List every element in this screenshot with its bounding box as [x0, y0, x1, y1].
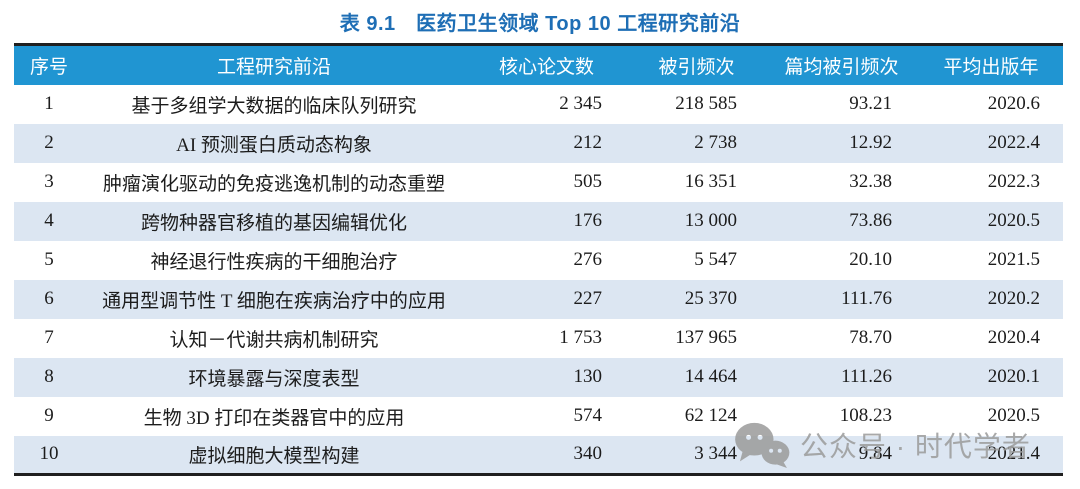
rank-cell: 2	[44, 132, 54, 153]
citations-per-paper-cell: 78.70	[849, 327, 892, 348]
citations-per-paper-cell: 108.23	[839, 405, 892, 426]
research-front-cell: 基于多组学大数据的临床队列研究	[131, 95, 417, 117]
rank-cell: 4	[44, 210, 54, 231]
core-papers-cell: 340	[573, 443, 603, 465]
table-row: 3 肿瘤演化驱动的免疫逃逸机制的动态重塑 505 16 351 32.38 2022.3	[14, 163, 1063, 202]
avg-pub-year-cell: 2021.4	[987, 443, 1040, 465]
table-row: 5 神经退行性疾病的干细胞治疗 276 5 547 20.10 2021.5	[14, 241, 1063, 280]
citations-cell: 2 738	[694, 132, 737, 153]
citations-cell: 25 370	[684, 288, 737, 309]
research-fronts-table: 序号 工程研究前沿 核心论文数 被引频次 篇均被引频次 平均出版年 1 基于多组学…	[14, 43, 1063, 476]
core-papers-cell: 212	[573, 132, 603, 153]
avg-pub-year-cell: 2020.5	[987, 405, 1040, 426]
table-row: 7 认知－代谢共病机制研究 1 753 137 965 78.70 2020.4	[14, 319, 1063, 358]
avg-pub-year-cell: 2021.5	[987, 249, 1040, 270]
header-core-papers: 核心论文数	[464, 44, 629, 85]
table-row: 4 跨物种器官移植的基因编辑优化 176 13 000 73.86 2020.5	[14, 201, 1063, 241]
table-header: 序号 工程研究前沿 核心论文数 被引频次 篇均被引频次 平均出版年	[14, 44, 1063, 85]
core-papers-cell: 176	[573, 210, 603, 231]
avg-pub-year-cell: 2020.6	[987, 93, 1040, 114]
research-front-cell: 肿瘤演化驱动的免疫逃逸机制的动态重塑	[102, 173, 445, 195]
header-citations: 被引频次	[629, 44, 764, 85]
rank-cell: 10	[39, 443, 59, 465]
core-papers-cell: 2 345	[559, 93, 602, 114]
avg-pub-year-cell: 2022.4	[987, 132, 1040, 153]
research-front-cell: 神经退行性疾病的干细胞治疗	[150, 251, 398, 273]
table-row: 8 环境暴露与深度表型 130 14 464 111.26 2020.1	[14, 357, 1063, 397]
table-row: 10 虚拟细胞大模型构建 340 3 344 9.84 2021.4	[14, 435, 1063, 475]
core-papers-cell: 1 753	[559, 327, 602, 348]
citations-per-paper-cell: 73.86	[849, 210, 892, 231]
core-papers-cell: 130	[573, 366, 603, 387]
citations-per-paper-cell: 32.38	[849, 171, 892, 192]
research-front-cell: 生物 3D 打印在类器官中的应用	[143, 407, 405, 429]
citations-per-paper-cell: 12.92	[849, 132, 892, 153]
citations-cell: 62 124	[684, 405, 737, 426]
header-avg-pub-year: 平均出版年	[919, 44, 1063, 85]
table-body: 1 基于多组学大数据的临床队列研究 2 345 218 585 93.21 2020.6 2…	[14, 85, 1063, 475]
header-citations-per-paper: 篇均被引频次	[764, 44, 919, 85]
citations-cell: 137 965	[675, 327, 737, 348]
table-row: 9 生物 3D 打印在类器官中的应用 574 62 124 108.23 2020.5	[14, 397, 1063, 436]
core-papers-cell: 574	[573, 405, 603, 426]
research-front-cell: 环境暴露与深度表型	[188, 368, 360, 390]
rank-cell: 1	[44, 93, 54, 114]
avg-pub-year-cell: 2020.1	[987, 366, 1040, 387]
research-front-cell: 通用型调节性 T 细胞在疾病治疗中的应用	[102, 290, 446, 312]
citations-cell: 218 585	[675, 93, 737, 114]
avg-pub-year-cell: 2022.3	[987, 171, 1040, 192]
header-research-front: 工程研究前沿	[84, 44, 464, 85]
core-papers-cell: 276	[573, 249, 603, 270]
table-title: 表 9.1 医药卫生领域 Top 10 工程研究前沿	[339, 13, 741, 35]
avg-pub-year-cell: 2020.2	[987, 288, 1040, 309]
citations-per-paper-cell: 9.84	[858, 443, 892, 465]
rank-cell: 3	[44, 171, 54, 192]
citations-cell: 13 000	[684, 210, 737, 231]
citations-per-paper-cell: 111.26	[841, 366, 892, 387]
header-rank: 序号	[14, 44, 84, 85]
rank-cell: 8	[44, 366, 54, 387]
table-row: 2 AI 预测蛋白质动态构象 212 2 738 12.92 2022.4	[14, 123, 1063, 163]
rank-cell: 7	[44, 327, 54, 348]
rank-cell: 9	[44, 405, 54, 426]
table-row: 6 通用型调节性 T 细胞在疾病治疗中的应用 227 25 370 111.76 2020…	[14, 279, 1063, 319]
citations-per-paper-cell: 111.76	[841, 288, 892, 309]
citations-cell: 16 351	[684, 171, 737, 192]
avg-pub-year-cell: 2020.5	[987, 210, 1040, 231]
rank-cell: 5	[44, 249, 54, 270]
citations-per-paper-cell: 20.10	[849, 249, 892, 270]
header-row: 序号 工程研究前沿 核心论文数 被引频次 篇均被引频次 平均出版年	[14, 44, 1063, 85]
core-papers-cell: 227	[573, 288, 603, 309]
table-row: 1 基于多组学大数据的临床队列研究 2 345 218 585 93.21 2020.6	[14, 85, 1063, 124]
citations-cell: 5 547	[694, 249, 737, 270]
citations-cell: 3 344	[694, 443, 737, 465]
research-front-cell: AI 预测蛋白质动态构象	[176, 134, 372, 156]
core-papers-cell: 505	[573, 171, 603, 192]
citations-cell: 14 464	[684, 366, 737, 387]
research-front-cell: 跨物种器官移植的基因编辑优化	[140, 212, 407, 234]
research-front-cell: 虚拟细胞大模型构建	[188, 445, 360, 467]
avg-pub-year-cell: 2020.4	[987, 327, 1040, 348]
research-front-cell: 认知－代谢共病机制研究	[169, 329, 379, 351]
rank-cell: 6	[44, 288, 54, 309]
citations-per-paper-cell: 93.21	[849, 93, 892, 114]
